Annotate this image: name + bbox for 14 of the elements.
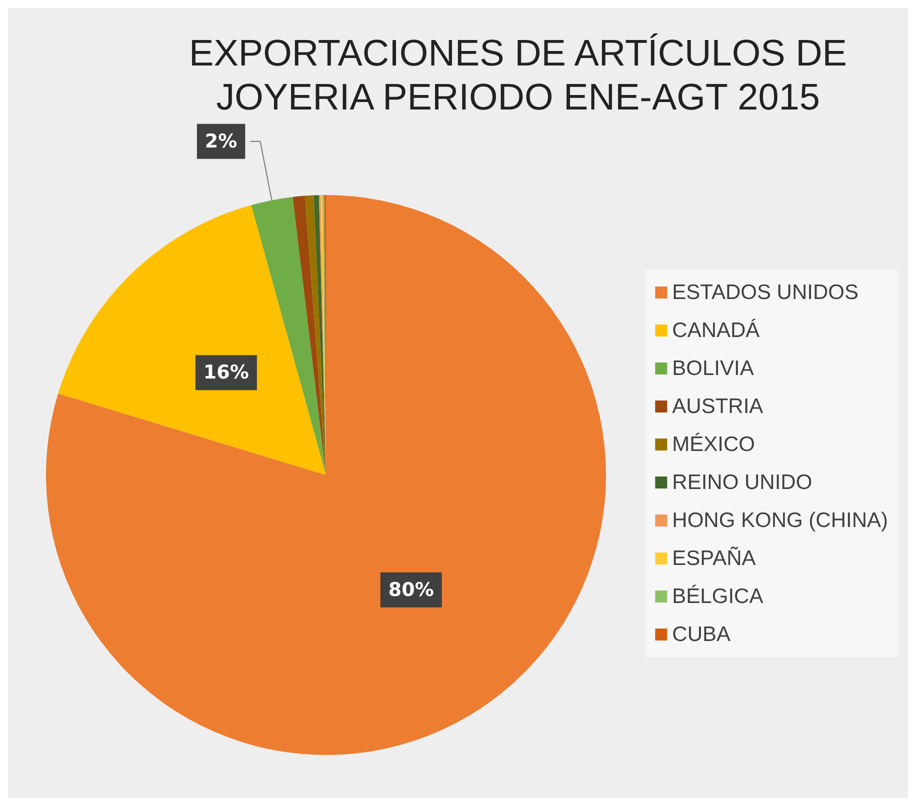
data-label: 16%: [203, 362, 249, 384]
legend-label: MÉXICO: [672, 432, 756, 456]
legend-label: AUSTRIA: [672, 395, 764, 418]
chart-title: EXPORTACIONES DE ARTÍCULOS DE JOYERIA PERIODO ENE-AGT 2015: [189, 32, 847, 118]
legend-label: ESTADOS UNIDOS: [672, 281, 858, 304]
legend-label: ESPAÑA: [672, 546, 756, 570]
legend-label: HONG KONG (CHINA): [672, 509, 888, 532]
legend-label: REINO UNIDO: [672, 471, 812, 494]
legend-label: BOLIVIA: [672, 357, 754, 380]
data-label: 2%: [204, 130, 238, 152]
legend-label: CANADÁ: [672, 318, 760, 342]
legend-label: BÉLGICA: [672, 584, 764, 608]
data-label: 80%: [388, 578, 434, 601]
legend-label: CUBA: [672, 623, 731, 646]
